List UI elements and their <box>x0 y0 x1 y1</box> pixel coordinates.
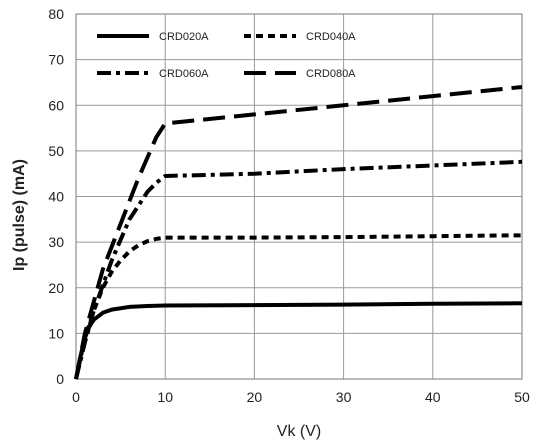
plot-frame <box>75 13 523 380</box>
y-tick-label: 40 <box>48 189 64 205</box>
legend-label-crd060a: CRD060A <box>159 68 209 80</box>
y-tick-label: 10 <box>48 325 64 341</box>
plot-border <box>75 13 523 380</box>
y-tick-label: 50 <box>48 143 64 159</box>
series-line-crd060a <box>74 159 523 380</box>
legend-label-crd040a: CRD040A <box>306 31 356 43</box>
y-axis-label: Ip (pulse) (mA) <box>11 159 28 271</box>
series-line-crd080a <box>74 85 523 380</box>
x-axis-label: Vk (V) <box>277 423 321 440</box>
x-tick-label: 10 <box>157 389 173 405</box>
x-tick-label: 50 <box>514 389 530 405</box>
x-axis: 0 10 20 30 40 50 <box>72 389 530 405</box>
y-tick-label: 0 <box>56 371 64 387</box>
grid <box>75 13 523 380</box>
x-tick-label: 30 <box>336 389 352 405</box>
y-axis: 0 10 20 30 40 50 60 70 80 <box>48 6 64 387</box>
y-tick-label: 70 <box>48 52 64 68</box>
x-tick-label: 40 <box>425 389 441 405</box>
series-line-crd020a <box>74 301 523 380</box>
y-tick-label: 80 <box>48 6 64 22</box>
y-tick-label: 60 <box>48 97 64 113</box>
legend-label-crd020a: CRD020A <box>159 31 209 43</box>
x-tick-label: 20 <box>247 389 263 405</box>
y-tick-label: 30 <box>48 234 64 250</box>
series-lines <box>74 85 523 380</box>
legend-label-crd080a: CRD080A <box>306 68 356 80</box>
x-tick-label: 0 <box>72 389 80 405</box>
legend: CRD020A CRD040A CRD060A CRD080A <box>97 31 356 80</box>
y-tick-label: 20 <box>48 280 64 296</box>
